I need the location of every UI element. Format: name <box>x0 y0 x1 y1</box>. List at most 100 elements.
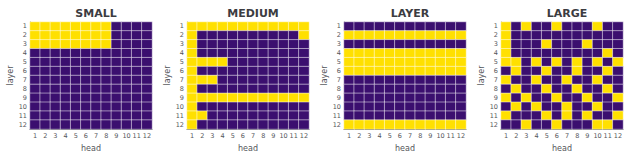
svg-text:6: 6 <box>398 132 402 140</box>
svg-text:11: 11 <box>604 132 612 140</box>
svg-text:12: 12 <box>333 121 341 129</box>
svg-text:layer: layer <box>163 65 172 86</box>
svg-text:10: 10 <box>436 132 444 140</box>
svg-text:9: 9 <box>114 132 118 140</box>
svg-text:1: 1 <box>347 132 351 140</box>
svg-text:8: 8 <box>180 85 184 93</box>
svg-text:7: 7 <box>251 132 255 140</box>
svg-text:layer: layer <box>477 65 486 86</box>
svg-text:9: 9 <box>585 132 589 140</box>
svg-text:5: 5 <box>74 132 78 140</box>
svg-text:6: 6 <box>180 67 184 75</box>
svg-text:2: 2 <box>494 31 498 39</box>
svg-text:2: 2 <box>23 31 27 39</box>
svg-text:5: 5 <box>494 58 498 66</box>
svg-text:10: 10 <box>122 132 130 140</box>
svg-text:4: 4 <box>378 132 382 140</box>
svg-text:7: 7 <box>565 132 569 140</box>
svg-text:3: 3 <box>180 40 184 48</box>
svg-text:6: 6 <box>84 132 88 140</box>
svg-text:2: 2 <box>43 132 47 140</box>
svg-text:6: 6 <box>337 67 341 75</box>
svg-text:11: 11 <box>490 112 498 120</box>
svg-text:4: 4 <box>494 49 498 57</box>
svg-text:10: 10 <box>19 103 27 111</box>
svg-text:2: 2 <box>180 31 184 39</box>
svg-text:8: 8 <box>104 132 108 140</box>
svg-text:9: 9 <box>494 94 498 102</box>
svg-text:9: 9 <box>23 94 27 102</box>
svg-text:SMALL: SMALL <box>75 7 116 20</box>
svg-text:6: 6 <box>494 67 498 75</box>
svg-text:2: 2 <box>357 132 361 140</box>
svg-text:4: 4 <box>180 49 184 57</box>
svg-text:head: head <box>238 144 258 153</box>
svg-text:7: 7 <box>408 132 412 140</box>
svg-text:3: 3 <box>524 132 528 140</box>
svg-text:12: 12 <box>614 132 622 140</box>
svg-text:3: 3 <box>210 132 214 140</box>
svg-text:head: head <box>552 144 572 153</box>
svg-text:5: 5 <box>545 132 549 140</box>
svg-text:12: 12 <box>143 132 151 140</box>
svg-text:7: 7 <box>94 132 98 140</box>
svg-text:2: 2 <box>337 31 341 39</box>
svg-text:LARGE: LARGE <box>547 7 588 20</box>
svg-text:7: 7 <box>23 76 27 84</box>
svg-text:1: 1 <box>33 132 37 140</box>
svg-text:1: 1 <box>504 132 508 140</box>
svg-text:1: 1 <box>23 22 27 30</box>
svg-text:3: 3 <box>23 40 27 48</box>
svg-text:8: 8 <box>23 85 27 93</box>
svg-text:4: 4 <box>535 132 539 140</box>
svg-text:7: 7 <box>180 76 184 84</box>
svg-text:9: 9 <box>428 132 432 140</box>
svg-text:layer: layer <box>320 65 329 86</box>
svg-text:4: 4 <box>23 49 27 57</box>
svg-text:head: head <box>81 144 101 153</box>
svg-text:2: 2 <box>200 132 204 140</box>
svg-text:3: 3 <box>337 40 341 48</box>
svg-text:12: 12 <box>457 132 465 140</box>
svg-text:MEDIUM: MEDIUM <box>227 7 279 20</box>
svg-text:12: 12 <box>19 121 27 129</box>
svg-text:2: 2 <box>514 132 518 140</box>
svg-text:11: 11 <box>290 132 298 140</box>
svg-text:7: 7 <box>494 76 498 84</box>
svg-text:8: 8 <box>261 132 265 140</box>
svg-text:5: 5 <box>180 58 184 66</box>
svg-text:3: 3 <box>367 132 371 140</box>
svg-text:4: 4 <box>221 132 225 140</box>
svg-text:5: 5 <box>231 132 235 140</box>
svg-text:8: 8 <box>575 132 579 140</box>
svg-text:11: 11 <box>19 112 27 120</box>
svg-text:11: 11 <box>133 132 141 140</box>
svg-text:8: 8 <box>418 132 422 140</box>
svg-text:3: 3 <box>53 132 57 140</box>
svg-text:6: 6 <box>555 132 559 140</box>
svg-text:layer: layer <box>6 65 15 86</box>
svg-text:LAYER: LAYER <box>391 7 430 20</box>
svg-text:10: 10 <box>333 103 341 111</box>
svg-text:4: 4 <box>337 49 341 57</box>
svg-text:11: 11 <box>176 112 184 120</box>
svg-text:8: 8 <box>337 85 341 93</box>
svg-text:12: 12 <box>300 132 308 140</box>
svg-text:6: 6 <box>241 132 245 140</box>
svg-text:12: 12 <box>490 121 498 129</box>
svg-text:3: 3 <box>494 40 498 48</box>
svg-text:11: 11 <box>447 132 455 140</box>
svg-text:12: 12 <box>176 121 184 129</box>
svg-text:5: 5 <box>388 132 392 140</box>
svg-text:10: 10 <box>490 103 498 111</box>
svg-text:7: 7 <box>337 76 341 84</box>
svg-text:4: 4 <box>64 132 68 140</box>
svg-text:10: 10 <box>279 132 287 140</box>
svg-text:6: 6 <box>23 67 27 75</box>
svg-text:5: 5 <box>23 58 27 66</box>
svg-text:1: 1 <box>337 22 341 30</box>
svg-text:8: 8 <box>494 85 498 93</box>
svg-text:5: 5 <box>337 58 341 66</box>
svg-text:1: 1 <box>180 22 184 30</box>
svg-text:1: 1 <box>494 22 498 30</box>
